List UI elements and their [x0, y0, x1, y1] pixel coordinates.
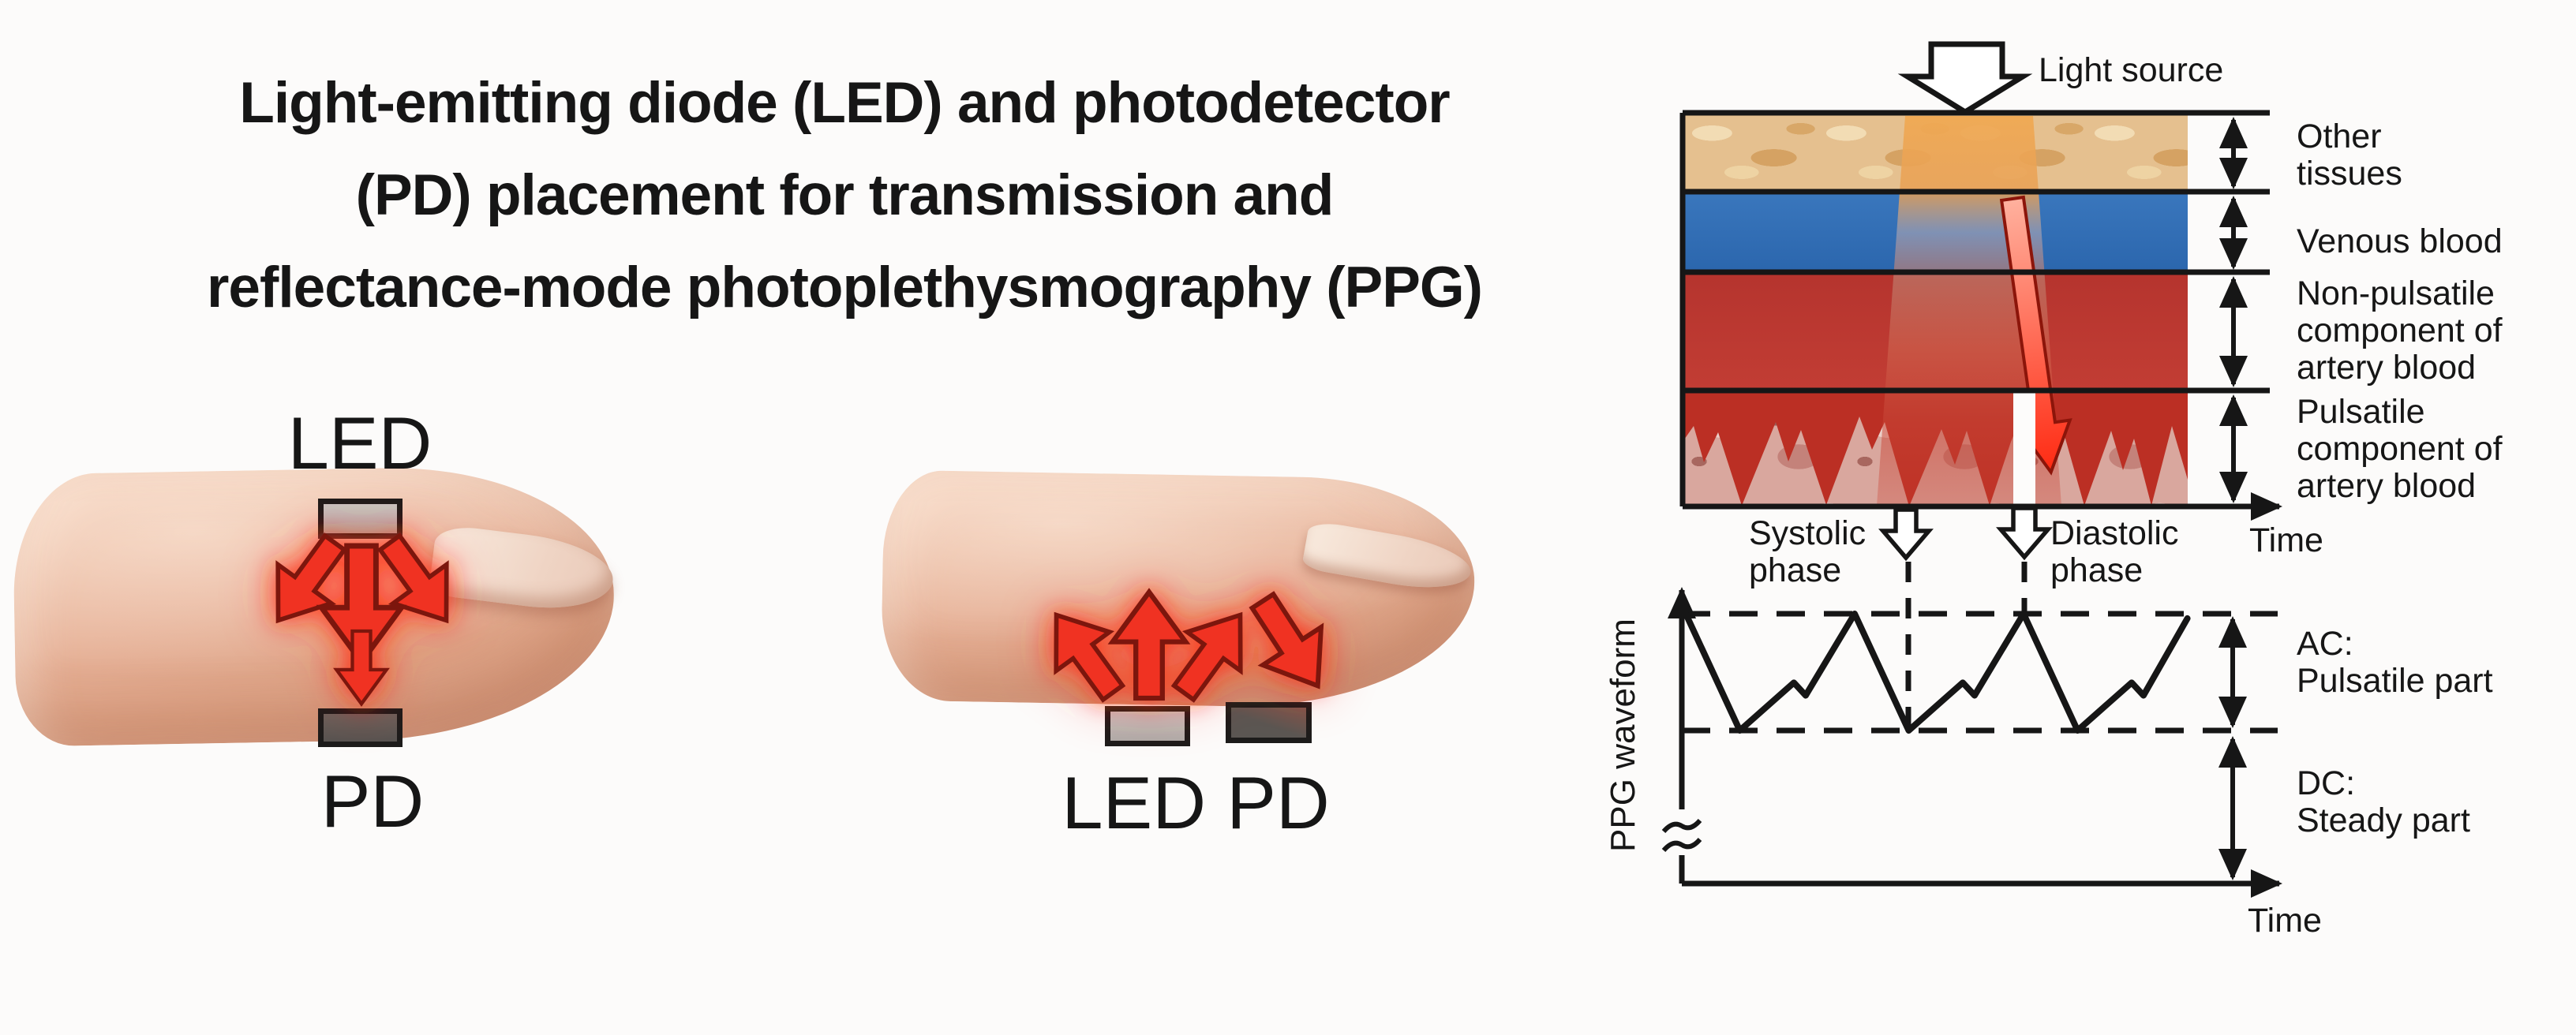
pd-box-reflectance: [1226, 702, 1312, 743]
time-label-tissue-axis: Time: [2249, 521, 2323, 559]
light-arrow-icon: [1157, 596, 1267, 712]
ac-pulsatile-label: AC: Pulsatile part: [2297, 625, 2493, 700]
light-arrow-icon: [1234, 582, 1347, 704]
layer-label-non-pulsatile: Non-pulsatile component of artery blood: [2297, 275, 2503, 387]
layer-label-venous-blood: Venous blood: [2297, 222, 2503, 260]
pd-label-transmission: PD: [320, 760, 425, 843]
axis-break-icon: [1661, 818, 1702, 853]
dc-steady-label: DC: Steady part: [2297, 764, 2470, 839]
diastolic-phase-label: Diastolic phase: [2050, 514, 2179, 589]
layer-label-other-tissues: Other tissues: [2297, 118, 2402, 192]
ppg-waveform-axis-label: PPG waveform: [1604, 618, 1642, 852]
ppg-waveform-path: [1683, 611, 2191, 734]
layer-label-pulsatile: Pulsatile component of artery blood: [2297, 393, 2503, 505]
systolic-phase-label: Systolic phase: [1749, 514, 1866, 589]
light-source-arrow-icon: [1897, 41, 2033, 116]
led-label-transmission: LED: [287, 402, 432, 484]
diastolic-arrow-icon: [1996, 506, 2053, 561]
led-pd-label-reflectance: LED PD: [1061, 761, 1330, 844]
led-box-reflectance: [1105, 706, 1190, 746]
systolic-arrow-icon: [1878, 507, 1934, 562]
reflectance-light-arrows-icon: [1030, 582, 1347, 712]
diastolic-channel: [2013, 393, 2035, 508]
light-source-label: Light source: [2039, 51, 2224, 89]
led-box-transmission: [318, 499, 402, 539]
light-arrow-icon: [1030, 596, 1140, 712]
time-label-waveform-axis: Time: [2248, 902, 2322, 940]
pd-box-transmission: [318, 708, 402, 747]
transmission-light-arrows-icon: [252, 523, 474, 704]
figure-title: Light-emitting diode (LED) and photodete…: [207, 71, 1483, 319]
